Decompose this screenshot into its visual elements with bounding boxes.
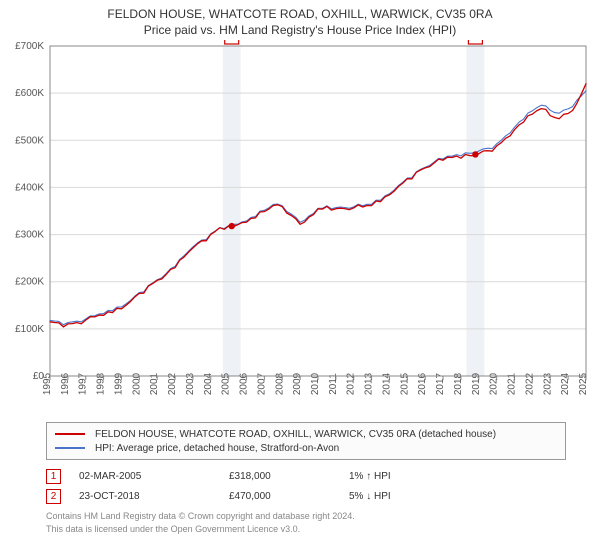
legend-label-hpi: HPI: Average price, detached house, Stra… bbox=[95, 443, 339, 454]
sale-marker-icon: 2 bbox=[46, 489, 61, 504]
svg-text:2: 2 bbox=[473, 40, 479, 43]
chart-title: FELDON HOUSE, WHATCOTE ROAD, OXHILL, WAR… bbox=[8, 6, 592, 38]
sale-trend: 1% ↑ HPI bbox=[349, 471, 566, 482]
legend-swatch-red bbox=[55, 433, 85, 435]
sale-trend: 5% ↓ HPI bbox=[349, 491, 566, 502]
line-chart-svg: £0£100K£200K£300K£400K£500K£600K£700K199… bbox=[8, 40, 592, 418]
legend: FELDON HOUSE, WHATCOTE ROAD, OXHILL, WAR… bbox=[46, 422, 566, 460]
sale-price: £470,000 bbox=[229, 491, 349, 502]
footer-line-1: Contains HM Land Registry data © Crown c… bbox=[46, 510, 592, 522]
legend-item-hpi: HPI: Average price, detached house, Stra… bbox=[55, 441, 557, 455]
attribution-footer: Contains HM Land Registry data © Crown c… bbox=[46, 510, 592, 534]
sale-price: £318,000 bbox=[229, 471, 349, 482]
sale-row: 2 23-OCT-2018 £470,000 5% ↓ HPI bbox=[46, 486, 566, 506]
chart-plot-area: £0£100K£200K£300K£400K£500K£600K£700K199… bbox=[8, 40, 592, 418]
legend-label-price-paid: FELDON HOUSE, WHATCOTE ROAD, OXHILL, WAR… bbox=[95, 429, 496, 440]
svg-text:£300K: £300K bbox=[15, 230, 44, 241]
svg-text:£400K: £400K bbox=[15, 183, 44, 194]
chart-container: FELDON HOUSE, WHATCOTE ROAD, OXHILL, WAR… bbox=[0, 0, 600, 560]
svg-text:£100K: £100K bbox=[15, 324, 44, 335]
svg-text:£200K: £200K bbox=[15, 277, 44, 288]
legend-item-price-paid: FELDON HOUSE, WHATCOTE ROAD, OXHILL, WAR… bbox=[55, 427, 557, 441]
svg-text:£500K: £500K bbox=[15, 136, 44, 147]
sale-date: 23-OCT-2018 bbox=[79, 491, 229, 502]
sale-events-table: 1 02-MAR-2005 £318,000 1% ↑ HPI 2 23-OCT… bbox=[46, 466, 566, 506]
svg-text:1: 1 bbox=[229, 40, 235, 43]
sale-date: 02-MAR-2005 bbox=[79, 471, 229, 482]
svg-text:£600K: £600K bbox=[15, 89, 44, 100]
sale-row: 1 02-MAR-2005 £318,000 1% ↑ HPI bbox=[46, 466, 566, 486]
sale-marker-icon: 1 bbox=[46, 469, 61, 484]
legend-swatch-blue bbox=[55, 447, 85, 449]
svg-text:£700K: £700K bbox=[15, 41, 44, 52]
title-line-1: FELDON HOUSE, WHATCOTE ROAD, OXHILL, WAR… bbox=[8, 6, 592, 22]
title-line-2: Price paid vs. HM Land Registry's House … bbox=[8, 22, 592, 38]
footer-line-2: This data is licensed under the Open Gov… bbox=[46, 523, 592, 535]
